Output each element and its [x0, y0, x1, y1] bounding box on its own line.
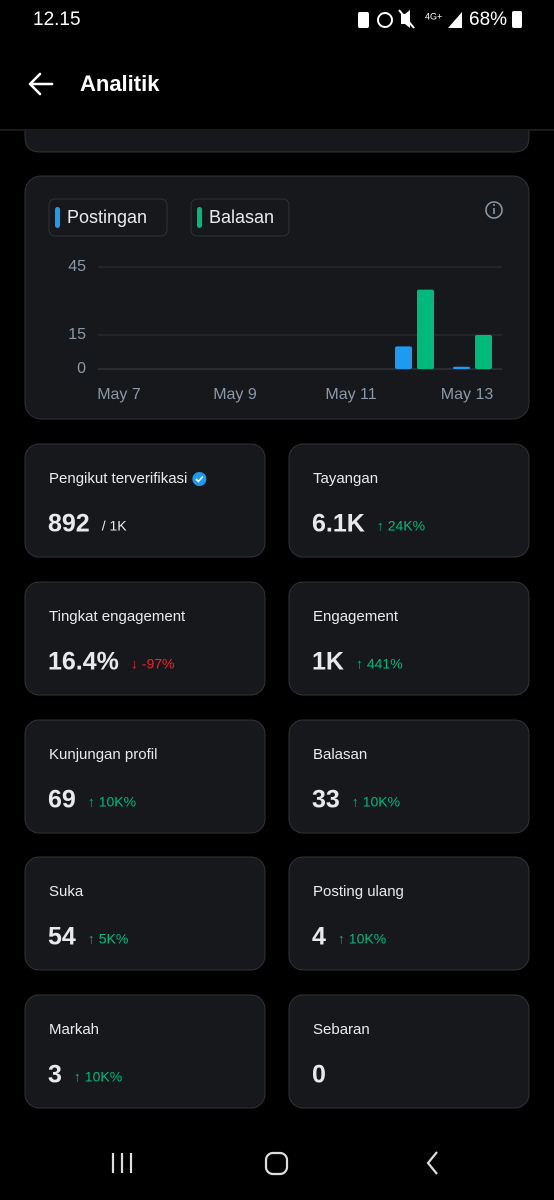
card-change: ↓ -97% — [131, 656, 175, 672]
stat-card: Tayangan 6.1K ↑ 24K% — [288, 443, 530, 558]
card-background — [288, 856, 530, 971]
bar — [395, 346, 412, 369]
card-background — [24, 719, 266, 834]
card-label: Balasan — [313, 746, 367, 763]
card-label: Tayangan — [313, 470, 378, 487]
legend-label: Balasan — [209, 207, 274, 227]
back-button[interactable] — [28, 72, 54, 96]
svg-text:4G+: 4G+ — [425, 11, 442, 21]
stat-card: Markah 3 ↑ 10K% — [24, 994, 266, 1109]
status-time: 12.15 — [33, 9, 81, 30]
card-change: ↑ 10K% — [88, 794, 136, 810]
card-value: 6.1K — [312, 510, 365, 538]
card-value: 892 — [48, 510, 90, 538]
card-background — [24, 994, 266, 1109]
previous-card — [24, 131, 530, 153]
card-background — [24, 443, 266, 558]
card-label: Engagement — [313, 608, 399, 625]
verified-check — [195, 475, 204, 483]
card-background — [288, 581, 530, 696]
card-label: Pengikut terverifikasi — [49, 470, 187, 487]
card-value: 0 — [312, 1061, 326, 1089]
card-change: ↑ 10K% — [338, 931, 386, 947]
cards: Pengikut terverifikasi 892 / 1K Tayangan 6.1… — [24, 443, 530, 1109]
stat-card: Suka 54 ↑ 5K% — [24, 856, 266, 971]
stat-card: Engagement 1K ↑ 441% — [288, 581, 530, 696]
card-value: 3 — [48, 1061, 62, 1089]
card-label: Kunjungan profil — [49, 746, 157, 763]
bar — [475, 335, 492, 369]
bar — [417, 289, 434, 369]
x-tick-label: May 7 — [97, 386, 141, 403]
card-change: ↑ 441% — [356, 656, 403, 672]
legend-chip[interactable] — [190, 198, 290, 237]
chart: Postingan Balasan 0 15 45 May 7 May 9 May 11 May… — [48, 198, 502, 403]
y-tick-label: 15 — [68, 326, 86, 343]
card-background — [288, 994, 530, 1109]
card-background — [288, 443, 530, 558]
page-title: Analitik — [80, 71, 160, 96]
home-button[interactable] — [264, 1151, 289, 1176]
card-value: 16.4% — [48, 648, 119, 676]
card-value: 69 — [48, 786, 76, 814]
card-label: Suka — [49, 883, 84, 900]
card-label: Markah — [49, 1021, 99, 1038]
stat-card: Posting ulang 4 ↑ 10K% — [288, 856, 530, 971]
card-background — [24, 581, 266, 696]
card-value: 54 — [48, 923, 76, 951]
x-tick-label: May 13 — [441, 386, 494, 403]
x-tick-label: May 9 — [213, 386, 257, 403]
legend-swatch — [55, 207, 60, 228]
stat-card: Tingkat engagement 16.4% ↓ -97% — [24, 581, 266, 696]
nav-bar — [111, 1151, 438, 1176]
verified-badge — [192, 472, 207, 486]
y-tick-label: 45 — [68, 258, 86, 275]
stat-card: Kunjungan profil 69 ↑ 10K% — [24, 719, 266, 834]
card-label: Sebaran — [313, 1021, 370, 1038]
stat-card: Sebaran 0 — [288, 994, 530, 1109]
card-value: 1K — [312, 648, 344, 676]
stat-card: Pengikut terverifikasi 892 / 1K — [24, 443, 266, 558]
legend-chip[interactable] — [48, 198, 168, 237]
card-value: 33 — [312, 786, 340, 814]
card-background — [24, 856, 266, 971]
back-nav-button[interactable] — [426, 1151, 438, 1175]
x-tick-label: May 11 — [325, 386, 376, 403]
card-label: Posting ulang — [313, 883, 404, 900]
legend-swatch — [197, 207, 202, 228]
card-change: ↑ 10K% — [352, 794, 400, 810]
stat-card: Balasan 33 ↑ 10K% — [288, 719, 530, 834]
card-background — [288, 719, 530, 834]
y-tick-label: 0 — [77, 360, 86, 377]
info-icon[interactable] — [485, 201, 503, 219]
card-change: ↑ 24K% — [377, 518, 425, 534]
legend-label: Postingan — [67, 207, 147, 227]
recent-apps-button[interactable] — [111, 1153, 133, 1173]
card-suffix: / 1K — [102, 518, 128, 534]
battery-level: 68% — [469, 9, 507, 30]
card-change: ↑ 5K% — [88, 931, 128, 947]
card-change: ↑ 10K% — [74, 1069, 122, 1085]
card-value: 4 — [312, 923, 326, 951]
bar — [453, 366, 470, 369]
card-label: Tingkat engagement — [49, 608, 186, 625]
status-icons: 4G+ — [358, 9, 522, 29]
